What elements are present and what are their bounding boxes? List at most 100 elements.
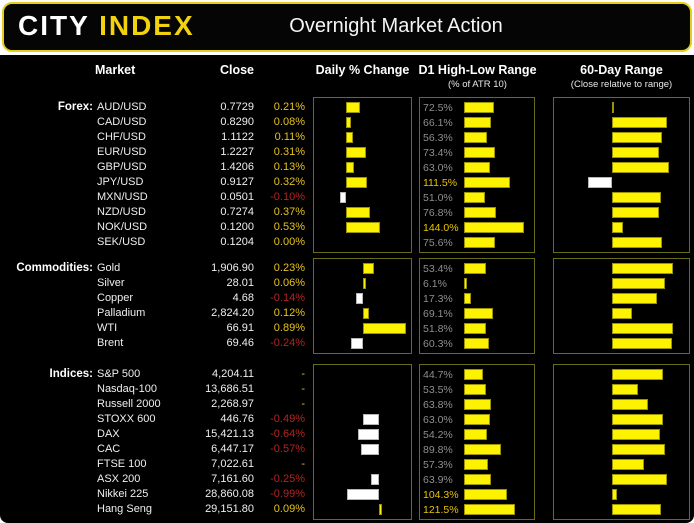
daily-change-bar — [362, 414, 379, 425]
atr-bar — [464, 132, 487, 143]
close-cell: 2,268.97 — [211, 398, 254, 410]
atr-bar — [464, 474, 491, 485]
daily-change-cell: - — [301, 383, 305, 395]
atr-percent-label: 73.4% — [423, 147, 453, 159]
daily-change-cell: - — [301, 398, 305, 410]
close-cell: 7,161.60 — [211, 473, 254, 485]
section-forex: Forex: 72.5% 66.1% 56.3% 73.4% 63.0% 111.5% 51.… — [0, 97, 694, 253]
range60-bar — [612, 207, 659, 218]
section-indices: Indices: 44.7% 53.5% 63.8% 63.0% 54.2% 89.8% 57… — [0, 364, 694, 520]
atr-percent-label: 44.7% — [423, 369, 453, 381]
daily-change-cell: 0.23% — [273, 262, 305, 274]
section-label: Indices: — [49, 368, 93, 380]
atr-percent-label: 53.5% — [423, 384, 453, 396]
atr-bar — [464, 459, 488, 470]
daily-change-bar — [346, 177, 368, 188]
daily-change-cell: -0.10% — [270, 191, 305, 203]
daily-change-bar — [346, 102, 361, 113]
daily-change-bar — [340, 192, 347, 203]
range60-bar — [612, 459, 644, 470]
market-cell: NZD/USD — [97, 206, 146, 218]
atr-bar — [464, 323, 486, 334]
daily-change-cell: 0.31% — [273, 146, 305, 158]
market-cell: FTSE 100 — [97, 458, 147, 470]
daily-change-cell: -0.64% — [270, 428, 305, 440]
market-cell: Hang Seng — [97, 503, 153, 515]
column-header-market: Market — [95, 63, 136, 77]
close-cell: 2,824.20 — [211, 307, 254, 319]
logo-city-text: CITY — [18, 10, 90, 41]
daily-change-cell: 0.11% — [274, 131, 305, 143]
range60-bar — [612, 489, 617, 500]
atr-bar — [464, 222, 524, 233]
daily-change-bar — [362, 308, 369, 319]
atr-bar — [464, 489, 507, 500]
daily-change-cell: 0.09% — [273, 503, 305, 515]
daily-change-bar — [350, 338, 363, 349]
daily-change-cell: - — [301, 368, 305, 380]
daily-change-cell: 0.13% — [273, 161, 305, 173]
range60-bar — [612, 429, 660, 440]
market-cell: Copper — [97, 292, 134, 304]
daily-change-cell: -0.99% — [270, 488, 305, 500]
close-cell: 28,860.08 — [205, 488, 254, 500]
market-cell: S&P 500 — [97, 368, 141, 380]
close-cell: 0.8290 — [220, 116, 254, 128]
atr-percent-label: 6.1% — [423, 278, 447, 290]
range60-bar — [612, 474, 667, 485]
market-cell: NOK/USD — [97, 221, 148, 233]
daily-change-bar — [362, 323, 406, 334]
close-cell: 69.46 — [226, 337, 254, 349]
atr-bar — [464, 147, 495, 158]
atr-bar — [464, 192, 485, 203]
column-header-d1-range: D1 High-Low Range — [418, 63, 537, 77]
market-cell: Brent — [97, 337, 124, 349]
daily-change-bar — [357, 429, 379, 440]
page-title: Overnight Market Action — [289, 15, 503, 37]
column-subheader-atr: (% of ATR 10) — [448, 79, 507, 90]
daily-change-cell: -0.57% — [270, 443, 305, 455]
atr-percent-label: 54.2% — [423, 429, 453, 441]
atr-bar — [464, 384, 486, 395]
range60-bar — [612, 237, 662, 248]
market-cell: Russell 2000 — [97, 398, 161, 410]
daily-change-bar — [355, 293, 363, 304]
atr-bar — [464, 177, 510, 188]
atr-bar — [464, 117, 491, 128]
column-subheader-60day: (Close relative to range) — [570, 79, 673, 90]
market-cell: AUD/USD — [97, 101, 147, 113]
range60-panel — [553, 258, 690, 354]
column-header-60day-range: 60-Day Range — [580, 63, 663, 77]
daily-change-cell: 0.06% — [273, 277, 305, 289]
close-cell: 28.01 — [226, 277, 254, 289]
daily-change-panel — [313, 364, 412, 520]
close-cell: 0.1204 — [220, 236, 254, 248]
close-cell: 0.9127 — [220, 176, 254, 188]
range60-bar — [612, 117, 667, 128]
range60-bar — [612, 293, 657, 304]
close-cell: 1.2227 — [220, 146, 254, 158]
close-cell: 446.76 — [220, 413, 254, 425]
section-commodities: Commodities: 53.4% 6.1% 17.3% 69.1% 51.8% 60.3… — [0, 258, 694, 354]
market-cell: ASX 200 — [97, 473, 141, 485]
daily-change-cell: -0.25% — [270, 473, 305, 485]
atr-bar — [464, 399, 491, 410]
market-cell: MXN/USD — [97, 191, 148, 203]
atr-percent-label: 63.0% — [423, 162, 453, 174]
market-cell: Silver — [97, 277, 125, 289]
market-cell: Nasdaq-100 — [97, 383, 157, 395]
atr-bar — [464, 308, 493, 319]
close-cell: 0.7274 — [220, 206, 254, 218]
atr-percent-label: 75.6% — [423, 237, 453, 249]
atr-bar — [464, 444, 501, 455]
daily-change-bar — [378, 504, 382, 515]
close-cell: 15,421.13 — [205, 428, 254, 440]
close-cell: 0.7729 — [220, 101, 254, 113]
atr-percent-label: 76.8% — [423, 207, 453, 219]
daily-change-bar — [346, 207, 371, 218]
market-cell: SEK/USD — [97, 236, 146, 248]
close-cell: 1.4206 — [220, 161, 254, 173]
atr-percent-label: 51.0% — [423, 192, 453, 204]
daily-change-bar — [346, 489, 379, 500]
